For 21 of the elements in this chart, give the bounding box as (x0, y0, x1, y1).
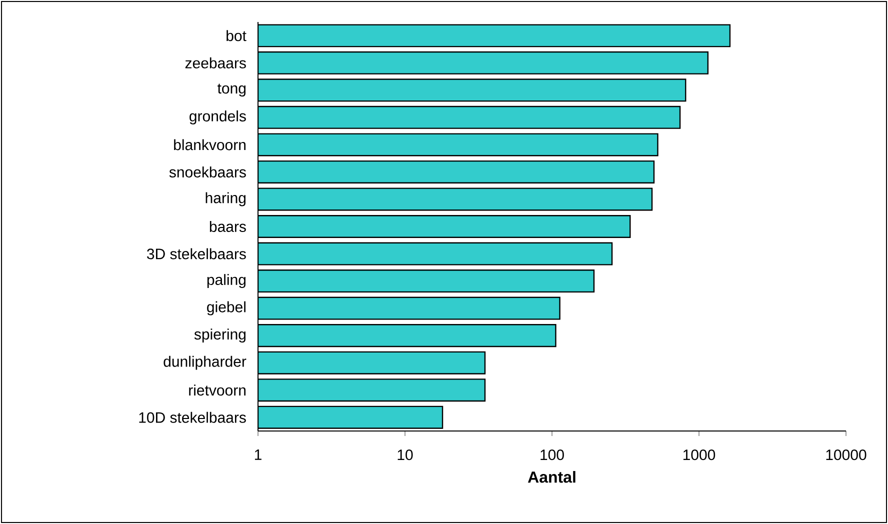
x-tick-label: 1 (254, 450, 262, 460)
y-tick-label: 3D stekelbaars (147, 248, 246, 260)
y-tick-label: baars (210, 220, 246, 232)
y-tick-label: blankvoorn (174, 139, 246, 150)
y-tick-label: rietvoorn (189, 384, 246, 396)
y-tick-label: zeebaars (185, 57, 246, 68)
y-tick-label: tong (218, 84, 246, 97)
x-axis-title: Aantal (528, 471, 576, 483)
x-tick-label: 10 (398, 450, 413, 460)
y-tick-label: haring (206, 192, 246, 206)
x-tick-label: 1000 (683, 450, 716, 460)
y-tick-label: spiering (194, 328, 246, 343)
y-tick-label: 10D stekelbaars (139, 412, 246, 423)
y-tick-label: snoekbaars (169, 166, 246, 178)
y-tick-label: paling (207, 274, 246, 288)
x-tick-label: 10000 (826, 450, 866, 460)
y-tick-label: dunlipharder (164, 356, 246, 370)
y-tick-label: bot (226, 30, 246, 42)
x-tick-label: 100 (540, 450, 564, 460)
y-tick-label: giebel (207, 301, 246, 316)
y-tick-label: grondels (190, 110, 246, 124)
